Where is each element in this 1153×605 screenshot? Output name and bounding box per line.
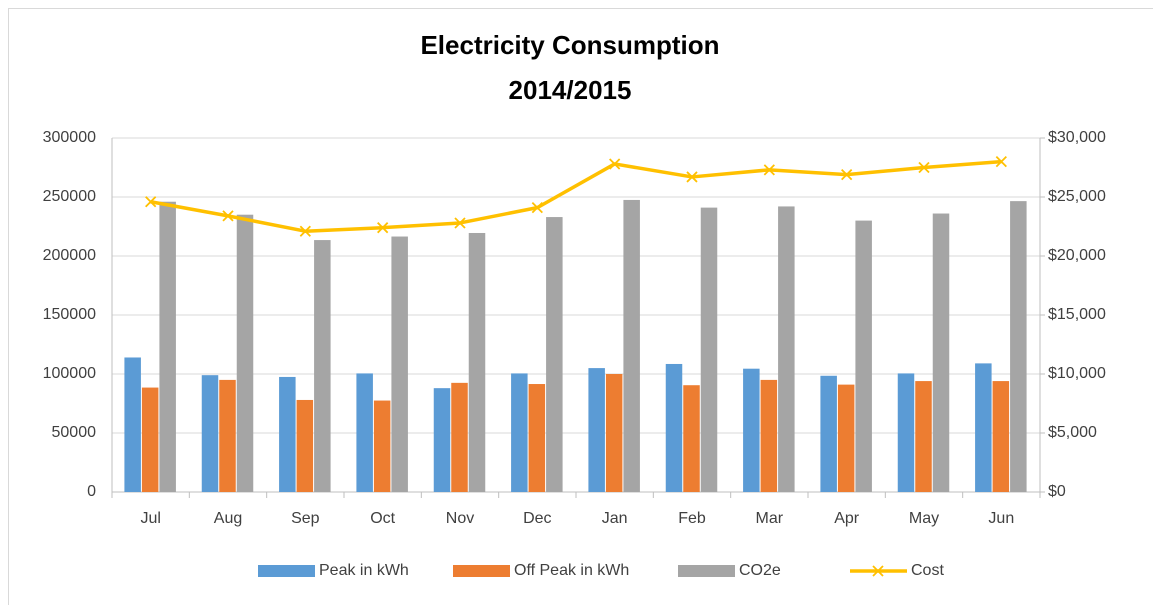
bar [605, 374, 623, 492]
bar [837, 384, 855, 492]
line-marker [299, 225, 311, 237]
bar [623, 199, 640, 492]
chart-title: 2014/2015 [509, 75, 632, 105]
bar [588, 368, 605, 492]
bar [236, 214, 254, 492]
bar [665, 363, 683, 492]
line-marker [454, 217, 466, 229]
bar [511, 373, 528, 492]
bar [159, 201, 176, 492]
bar [373, 400, 391, 492]
x-tick-label: May [909, 510, 939, 527]
line [150, 159, 1002, 233]
x-tick-label: Jan [602, 510, 628, 527]
bar [219, 379, 236, 492]
bar [1010, 201, 1027, 492]
legend-swatch [453, 565, 510, 577]
legend-label: Off Peak in kWh [514, 562, 629, 579]
bar [528, 384, 546, 492]
legend-swatch [678, 565, 735, 577]
y2-tick-label: $5,000 [1048, 424, 1097, 441]
chart-title: Electricity Consumption [420, 30, 719, 60]
bar [279, 376, 296, 492]
y2-tick-label: $25,000 [1048, 188, 1106, 205]
chart-frame [8, 8, 1153, 605]
bar [700, 207, 718, 492]
line-marker [841, 168, 853, 181]
legend-label: CO2e [739, 562, 781, 579]
bar [778, 206, 795, 492]
line-marker [686, 171, 698, 183]
line-marker [531, 201, 543, 214]
legend-label: Cost [911, 562, 944, 579]
x-tick-label: Apr [834, 510, 860, 527]
bar [451, 382, 468, 492]
bar [743, 368, 760, 492]
bar [820, 375, 837, 492]
bar [296, 399, 314, 492]
bar [124, 357, 141, 492]
bar [975, 363, 992, 492]
x-tick-label: Aug [214, 510, 242, 527]
y2-tick-label: $30,000 [1048, 129, 1106, 146]
line-marker [763, 164, 775, 176]
x-tick-label: Oct [370, 510, 395, 527]
bar [932, 213, 950, 492]
bar [391, 236, 408, 492]
y-tick-label: 50000 [52, 424, 97, 441]
line-marker [145, 196, 157, 208]
x-tick-label: Jun [988, 510, 1014, 527]
bar [683, 385, 700, 492]
legend-swatch [258, 565, 315, 577]
line-marker [222, 210, 234, 222]
y-tick-label: 150000 [43, 306, 96, 323]
x-tick-label: Jul [140, 510, 160, 527]
y2-tick-label: $15,000 [1048, 306, 1106, 323]
bar [356, 373, 373, 492]
bar [760, 379, 778, 492]
y-tick-label: 0 [87, 483, 96, 500]
line-marker [377, 222, 389, 234]
bar [915, 381, 932, 492]
bar [546, 217, 563, 492]
line-marker [918, 161, 930, 174]
bar [855, 220, 872, 492]
y-tick-label: 200000 [43, 247, 96, 264]
y2-tick-label: $10,000 [1048, 365, 1106, 382]
y-tick-label: 100000 [43, 365, 96, 382]
x-tick-label: Nov [446, 510, 474, 527]
bar [314, 240, 331, 492]
legend-marker [872, 565, 884, 577]
bar [433, 388, 451, 492]
bar [201, 375, 219, 492]
line-marker [995, 155, 1007, 168]
x-tick-label: Feb [678, 510, 706, 527]
y-tick-label: 250000 [43, 188, 96, 205]
legend-label: Peak in kWh [319, 562, 409, 579]
bar [897, 373, 915, 492]
y-tick-label: 300000 [43, 129, 96, 146]
y2-tick-label: $0 [1048, 483, 1066, 500]
x-tick-label: Mar [756, 510, 784, 527]
x-tick-label: Dec [523, 510, 551, 527]
line-marker [609, 158, 621, 170]
bar [468, 232, 486, 493]
bar [992, 381, 1010, 492]
x-tick-label: Sep [291, 510, 320, 527]
bar [141, 387, 159, 492]
y2-tick-label: $20,000 [1048, 247, 1106, 264]
